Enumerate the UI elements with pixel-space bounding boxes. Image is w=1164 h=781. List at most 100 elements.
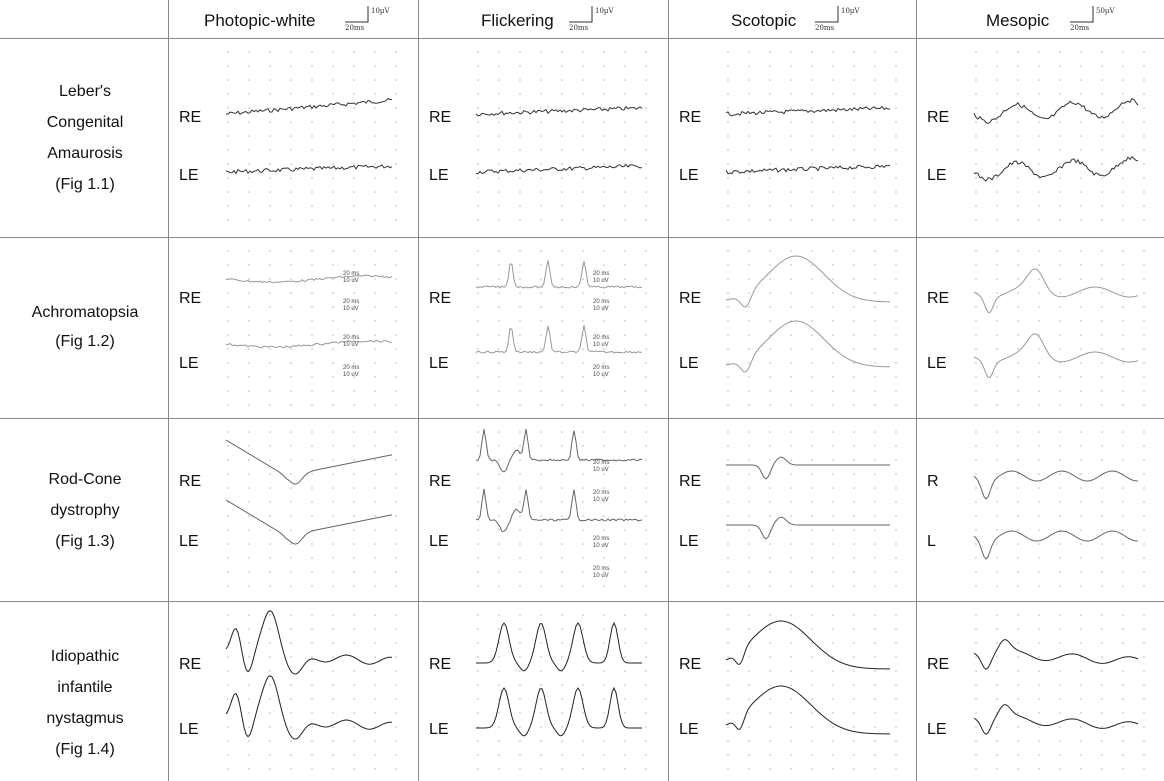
erg-trace [225,499,393,545]
scale-amp-tiny: 10 uV [343,306,359,312]
dot-grid [227,51,397,221]
eye-label: LE [927,167,947,184]
erg-trace [225,164,393,175]
row-label-line: Amaurosis [47,145,123,162]
scale-time-tiny: 20 ms [593,335,609,341]
eye-label: LE [927,355,947,372]
row-label-nystagmus: Idiopathic infantile nystagmus (Fig 1.4) [46,648,123,758]
row-label-line: nystagmus [46,710,123,727]
eye-label: LE [429,167,449,184]
eye-label: LE [679,167,699,184]
erg-cell: RE LE [179,51,397,221]
eye-label: RE [927,290,949,307]
scale-time-tiny: 20 ms [593,460,609,466]
erg-trace [225,610,393,675]
scale-time-tiny: 20 ms [593,299,609,305]
eye-label: LE [679,721,699,738]
erg-trace [225,675,393,740]
scale-amp-tiny: 10 uV [343,342,359,348]
column-title: Flickering [481,11,554,30]
scale-amp-tiny: 10 uV [593,372,609,378]
eye-label: RE [679,109,701,126]
scale-time-tiny: 20 ms [343,365,359,371]
erg-trace [725,685,890,735]
eye-label: RE [179,656,201,673]
erg-trace [476,686,642,737]
scale-time-tiny: 20 ms [343,271,359,277]
dot-grid [975,51,1145,221]
eye-label: LE [927,721,947,738]
scale-time-tiny: 20 ms [343,299,359,305]
dot-grid [227,614,397,770]
row-label-line: (Fig 1.1) [55,176,115,193]
scale-amp-tiny: 10 uV [593,497,609,503]
dot-grid [727,250,897,406]
dot-grid [227,431,397,587]
erg-trace [725,105,891,117]
erg-trace [973,268,1139,314]
scale-amp-label: 10µV [371,7,390,15]
scale-amp-tiny: 10 uV [593,306,609,312]
row-label-line: (Fig 1.3) [55,533,115,550]
scale-time-label: 20ms [1070,24,1090,32]
scale-amp-tiny: 10 uV [593,573,609,579]
eye-label: LE [679,533,699,550]
erg-trace [475,428,643,473]
eye-label: LE [179,167,199,184]
erg-trace [725,164,891,175]
erg-trace [475,325,643,354]
eye-label: LE [429,533,449,550]
erg-trace [475,488,643,532]
erg-cell: RE LE [179,610,397,770]
scale-time-label: 20ms [815,24,835,32]
scale-time-tiny: 20 ms [593,365,609,371]
erg-cell: RE LE [679,431,897,587]
scale-amp-tiny: 10 uV [593,543,609,549]
header-photopic: Photopic-white 10µV 20ms [204,6,390,32]
header-flickering: Flickering 10µV 20ms [481,6,614,32]
row-label-line: (Fig 1.2) [55,333,115,350]
erg-trace [225,274,393,284]
erg-trace [973,470,1139,500]
eye-label: RE [179,473,201,490]
erg-trace [973,639,1139,670]
erg-cell: RE LE [179,431,397,587]
eye-label: LE [429,721,449,738]
erg-cell: RE LE [927,614,1145,770]
eye-label: RE [429,473,451,490]
scale-amp-label: 10µV [595,7,614,15]
dot-grid [727,51,897,221]
scale-bar-icon [1070,6,1094,23]
eye-label: LE [179,721,199,738]
scale-time-tiny: 20 ms [593,536,609,542]
erg-trace [973,97,1139,124]
eye-label: RE [429,290,451,307]
erg-trace [726,456,890,480]
row-label-line: dystrophy [50,502,119,519]
dot-grid [477,614,647,770]
eye-label: RE [927,109,949,126]
dot-grid [477,431,647,587]
eye-label: RE [679,290,701,307]
header-scotopic: Scotopic 10µV 20ms [731,6,860,32]
dot-grid [975,431,1145,587]
row-label-line: Achromatopsia [32,304,139,321]
eye-label: LE [179,533,199,550]
scale-time-tiny: 20 ms [593,566,609,572]
dot-grid [227,250,397,406]
scale-bar-icon [345,6,369,23]
eye-label: LE [679,355,699,372]
eye-label: LE [429,355,449,372]
row-label-lca: Leber's Congenital Amaurosis (Fig 1.1) [47,83,124,193]
erg-cell: RE LE [927,250,1145,406]
dot-grid [975,614,1145,770]
erg-trace [725,255,890,308]
erg-trace [476,621,642,672]
erg-trace [225,97,392,115]
eye-label: RE [179,109,201,126]
